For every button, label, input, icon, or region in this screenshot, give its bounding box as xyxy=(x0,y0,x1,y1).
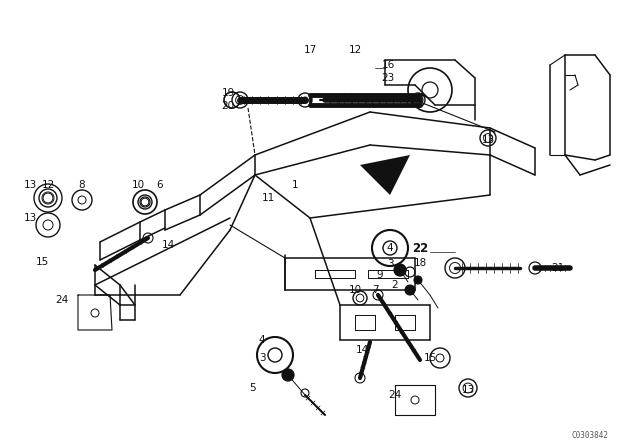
Text: 8: 8 xyxy=(79,180,85,190)
Text: 6: 6 xyxy=(157,180,163,190)
Text: 7: 7 xyxy=(372,285,378,295)
Text: 3: 3 xyxy=(387,259,394,269)
Text: 3: 3 xyxy=(259,353,266,363)
Text: 13: 13 xyxy=(24,213,36,223)
Text: 23: 23 xyxy=(381,73,395,83)
Text: 5: 5 xyxy=(249,383,255,393)
Text: 22: 22 xyxy=(412,241,428,254)
Text: 1: 1 xyxy=(292,180,298,190)
Circle shape xyxy=(405,285,415,295)
Text: 13: 13 xyxy=(461,385,475,395)
Text: 20: 20 xyxy=(221,101,235,111)
Text: 14: 14 xyxy=(161,240,175,250)
Text: 2: 2 xyxy=(392,280,398,290)
Circle shape xyxy=(394,264,406,276)
Text: 9: 9 xyxy=(377,270,383,280)
Circle shape xyxy=(282,369,294,381)
Text: 12: 12 xyxy=(348,45,362,55)
Text: 24: 24 xyxy=(388,390,402,400)
Text: 13: 13 xyxy=(481,135,495,145)
Text: 21: 21 xyxy=(552,263,564,273)
Text: 15: 15 xyxy=(35,257,49,267)
Text: 13: 13 xyxy=(24,180,36,190)
Text: 11: 11 xyxy=(261,193,275,203)
Text: 19: 19 xyxy=(221,88,235,98)
Polygon shape xyxy=(360,155,410,195)
Text: C0303842: C0303842 xyxy=(572,431,609,439)
Text: 10: 10 xyxy=(348,285,362,295)
Text: 14: 14 xyxy=(355,345,369,355)
Text: 15: 15 xyxy=(424,353,436,363)
Text: 17: 17 xyxy=(303,45,317,55)
Text: 12: 12 xyxy=(42,180,54,190)
Text: 18: 18 xyxy=(413,258,427,268)
Text: 4: 4 xyxy=(387,243,394,253)
Text: 16: 16 xyxy=(381,60,395,70)
Text: 4: 4 xyxy=(259,335,266,345)
Text: 24: 24 xyxy=(56,295,68,305)
Circle shape xyxy=(414,276,422,284)
Text: 10: 10 xyxy=(131,180,145,190)
